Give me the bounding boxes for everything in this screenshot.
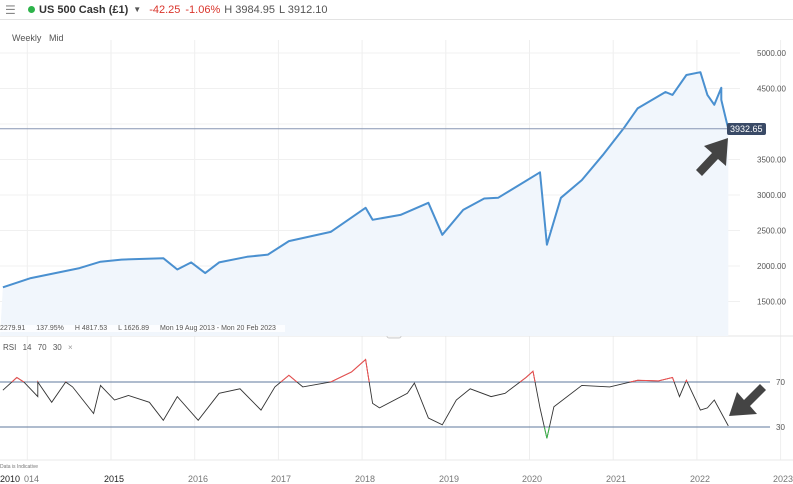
close-icon[interactable]: × [68, 343, 73, 352]
disclaimer-note: Data is Indicative [0, 464, 39, 470]
price-axis-label: 3000.00 [757, 191, 786, 200]
x-axis-label: 2020 [522, 474, 542, 484]
rsi-line [2, 358, 729, 439]
rsi-legend: RSI 14 70 30 × [3, 343, 77, 352]
stat-low: L 1626.89 [118, 325, 150, 332]
x-axis-label: 2019 [439, 474, 459, 484]
rsi-axis-label: 70 [776, 378, 785, 387]
arrow-up-right-annotation [696, 138, 728, 176]
rsi-name: RSI [3, 343, 17, 352]
market-status-indicator [28, 6, 35, 13]
price-axis-label: 1500.00 [757, 298, 786, 307]
current-price-tag: 3932.65 [727, 123, 766, 135]
x-axis-label: 2017 [271, 474, 291, 484]
price-axis-label: 4500.00 [757, 85, 786, 94]
instrument-selector[interactable]: US 500 Cash (£1) [39, 3, 129, 16]
rsi-upper: 70 [37, 343, 47, 352]
price-change-percent: -1.06% [185, 3, 221, 16]
x-axis-label: 2023 [773, 474, 793, 484]
stat-percent: 137.95% [36, 325, 64, 332]
x-axis-label: 2015 [104, 474, 124, 484]
price-axis-label: 5000.00 [757, 49, 786, 58]
rsi-axis-label: 30 [776, 423, 785, 432]
stat-range: Mon 19 Aug 2013 - Mon 20 Feb 2023 [159, 325, 276, 332]
x-axis-label: 2021 [606, 474, 626, 484]
x-axis-label: 2022 [690, 474, 710, 484]
rsi-period: 14 [22, 343, 32, 352]
chevron-down-icon[interactable]: ▼ [133, 5, 142, 14]
price-axis-label: 3500.00 [757, 156, 786, 165]
rsi-lower: 30 [52, 343, 62, 352]
instrument-header: ☰ US 500 Cash (£1) ▼ -42.25 -1.06% H 398… [0, 0, 793, 20]
stat-change: 2279.91 [0, 325, 26, 332]
price-change: -42.25 [149, 3, 181, 16]
session-low: L 3912.10 [279, 3, 328, 16]
price-line [2, 71, 730, 289]
x-axis-label: 2010 [0, 474, 20, 484]
price-axis-label: 2500.00 [757, 227, 786, 236]
x-axis-label: 2018 [355, 474, 375, 484]
x-axis-label: 2016 [188, 474, 208, 484]
range-stats: 2279.91 137.95% H 4817.53 L 1626.89 Mon … [0, 325, 285, 332]
hamburger-icon[interactable]: ☰ [5, 2, 16, 17]
price-area-fill [0, 72, 729, 336]
price-axis-label: 2000.00 [757, 262, 786, 271]
price-type-selector[interactable]: Mid [49, 33, 64, 43]
arrow-down-left-annotation [729, 384, 766, 416]
stat-high: H 4817.53 [74, 325, 108, 332]
x-axis-label: 014 [24, 474, 39, 484]
chart-canvas[interactable]: 1500.00 2000.00 2500.00 3000.00 3500.00 4500.… [0, 20, 793, 484]
session-high: H 3984.95 [224, 3, 276, 16]
interval-selector[interactable]: Weekly [12, 33, 42, 43]
